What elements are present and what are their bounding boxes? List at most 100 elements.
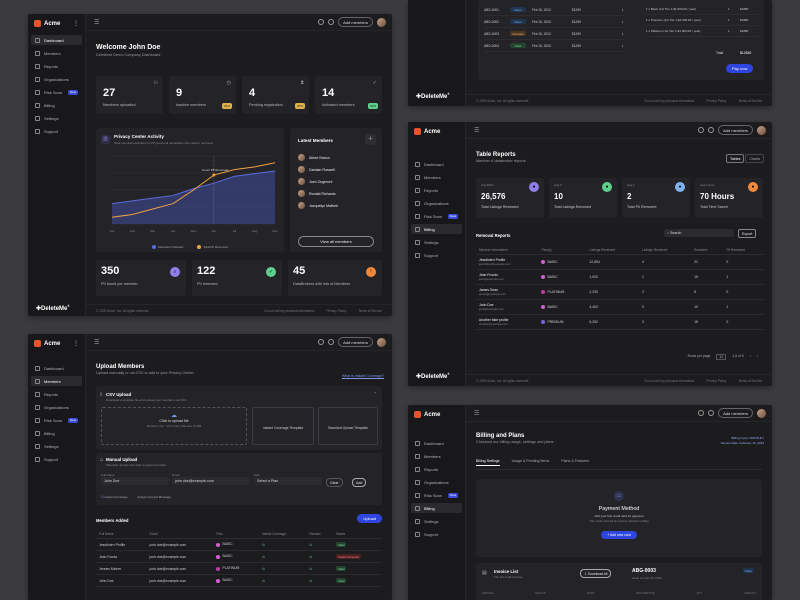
- menu-icon[interactable]: ☰: [474, 128, 480, 134]
- add-members-button[interactable]: Add members: [718, 125, 753, 135]
- plan-select[interactable]: Plan Select a Plan: [254, 473, 322, 485]
- avatar[interactable]: [377, 337, 386, 347]
- nav-dashboard[interactable]: Dashboard: [31, 35, 82, 45]
- instant-coverage-template[interactable]: Instant Coverage Template: [252, 407, 314, 445]
- more-icon[interactable]: ⋮: [73, 341, 79, 347]
- settings-icon[interactable]: [708, 127, 715, 133]
- nav-members[interactable]: Members: [31, 376, 82, 386]
- avatar[interactable]: [757, 408, 766, 418]
- table-row[interactable]: Jesuthden Profile jonh.doe@example.com BAS…: [96, 538, 382, 551]
- tab-usage[interactable]: Usage & Pending Items: [511, 459, 550, 463]
- tab-plans[interactable]: Plans & Features: [561, 459, 589, 463]
- more-icon[interactable]: ⋮: [73, 21, 79, 27]
- privacy-link[interactable]: Privacy Policy: [326, 308, 347, 313]
- tables-toggle[interactable]: Tables: [726, 154, 745, 163]
- nav-organizations[interactable]: Organizations: [411, 477, 462, 487]
- do-not-sell-link[interactable]: Do not sell my personal information: [644, 378, 695, 383]
- nav-billing[interactable]: Billing: [411, 503, 462, 513]
- table-row[interactable]: Another fake profile another@example.com P…: [476, 314, 764, 330]
- terms-link[interactable]: Terms of Service: [358, 308, 382, 313]
- latest-member-row[interactable]: Jacquelyn Mathek: [298, 202, 376, 209]
- settings-icon[interactable]: [328, 339, 335, 345]
- table-row[interactable]: James Dean james@example.com PLATINUM 2,230…: [476, 284, 764, 300]
- nav-support[interactable]: Support: [411, 529, 462, 539]
- nav-settings[interactable]: Settings: [31, 441, 82, 451]
- nav-reports[interactable]: Reports: [411, 185, 462, 195]
- email-input[interactable]: john.doe@example.com: [172, 477, 250, 485]
- full-name-input[interactable]: John Doe: [101, 477, 169, 485]
- table-row[interactable]: Jesuthden Profile jesuthden@example.com BA…: [476, 254, 764, 270]
- email-field[interactable]: Email john.doe@example.com: [172, 473, 250, 485]
- download-icon[interactable]: ⇩: [621, 19, 624, 24]
- nav-support[interactable]: Support: [411, 250, 462, 260]
- standard-upload-template[interactable]: Standard Upload Template: [318, 407, 378, 445]
- nav-members[interactable]: Members: [411, 172, 462, 182]
- table-row[interactable]: Jennes Minner jonh.doe@example.com PLATINU…: [96, 562, 382, 575]
- add-members-button[interactable]: Add members: [338, 17, 373, 27]
- settings-icon[interactable]: [328, 19, 335, 25]
- menu-icon[interactable]: ☰: [474, 411, 480, 417]
- nav-reports[interactable]: Reports: [31, 389, 82, 399]
- invoice-row[interactable]: ABG-0001 Open Feb 16, 2024 $1269 ⇩: [484, 4, 624, 16]
- invoice-row[interactable]: ABG-0002 Open Feb 16, 2024 $1269 ⇩: [484, 16, 624, 28]
- latest-member-row[interactable]: Damian Roswell: [298, 166, 376, 173]
- nav-billing[interactable]: Billing: [31, 100, 82, 110]
- nav-settings[interactable]: Settings: [31, 113, 82, 123]
- nav-organizations[interactable]: Organizations: [31, 402, 82, 412]
- file-dropzone[interactable]: ☁ Click to upload file Browse? .csv, *.x…: [101, 407, 247, 445]
- download-icon[interactable]: [318, 339, 325, 345]
- terms-link[interactable]: Terms of Service: [738, 378, 762, 383]
- tooltip-point[interactable]: [212, 173, 216, 177]
- gunned-message-checkbox[interactable]: Assign Gunned Message: [137, 495, 171, 499]
- nav-billing[interactable]: Billing: [411, 224, 462, 234]
- pay-now-button[interactable]: Pay now: [726, 64, 754, 73]
- brand[interactable]: Acme ⋮: [28, 14, 85, 33]
- nav-risk-scan[interactable]: Risk Scan New: [411, 490, 462, 500]
- rows-per-page-select[interactable]: 10: [716, 354, 727, 360]
- privacy-link[interactable]: Privacy Policy: [706, 98, 727, 103]
- nav-reports[interactable]: Reports: [411, 464, 462, 474]
- chevron-up-icon[interactable]: ⌃: [373, 391, 377, 396]
- privacy-link[interactable]: Privacy Policy: [706, 378, 727, 383]
- table-row[interactable]: Jonh Doe jonh@example.com BASIC 4,400 0 10 1: [476, 299, 764, 315]
- next-page-icon[interactable]: ›: [756, 354, 758, 358]
- nav-risk-scan[interactable]: Risk Scan New: [31, 415, 82, 425]
- nav-dashboard[interactable]: Dashboard: [31, 363, 82, 373]
- table-row[interactable]: Jean Fonda jonh.doe@example.com BASIC ⊙ ⊙ Inv…: [96, 550, 382, 563]
- nav-support[interactable]: Support: [31, 126, 82, 136]
- invoice-row[interactable]: ABG-0004 Paid Feb 16, 2024 $1269 ⇩: [484, 40, 624, 52]
- instant-coverage-checkbox[interactable]: ☑ Instant Coverage: [101, 495, 127, 499]
- do-not-sell-link[interactable]: Do not sell my personal information: [264, 308, 315, 313]
- nav-billing[interactable]: Billing: [31, 428, 82, 438]
- charts-toggle[interactable]: Charts: [745, 154, 764, 163]
- upload-button[interactable]: Upload: [357, 514, 382, 523]
- nav-organizations[interactable]: Organizations: [411, 198, 462, 208]
- nav-support[interactable]: Support: [31, 454, 82, 464]
- download-all-button[interactable]: ⇩ Download All: [580, 569, 612, 578]
- add-members-button[interactable]: Add members: [338, 337, 373, 347]
- settings-icon[interactable]: [708, 410, 715, 416]
- download-icon[interactable]: [698, 127, 705, 133]
- latest-member-row[interactable]: Albert Babon: [298, 154, 376, 161]
- do-not-sell-link[interactable]: Do not sell my personal information: [644, 98, 695, 103]
- nav-settings[interactable]: Settings: [411, 237, 462, 247]
- add-new-card-button[interactable]: + Add new card: [601, 531, 637, 539]
- clear-button[interactable]: Clear: [326, 478, 343, 487]
- avatar[interactable]: [377, 17, 386, 27]
- brand[interactable]: Acme ⋮: [28, 334, 85, 353]
- invoice-row[interactable]: ABG-0003 Overdue Feb 16, 2024 $1269 ⇩: [484, 28, 624, 40]
- export-button[interactable]: Export: [738, 229, 757, 238]
- plan-select-value[interactable]: Select a Plan: [254, 477, 322, 485]
- nav-reports[interactable]: Reports: [31, 61, 82, 71]
- search-input[interactable]: ⌕ Search: [664, 229, 734, 237]
- table-row[interactable]: John Doe jonh.doe@example.com BASIC ⊙ ⊙ Valid: [96, 574, 382, 587]
- brand[interactable]: Acme: [408, 405, 465, 424]
- download-icon[interactable]: ⇩: [621, 31, 624, 36]
- full-name-field[interactable]: Full Name John Doe: [101, 473, 169, 485]
- add-button[interactable]: Add: [352, 478, 367, 487]
- latest-member-row[interactable]: Ronald Richards: [298, 190, 376, 197]
- terms-link[interactable]: Terms of Service: [738, 98, 762, 103]
- nav-settings[interactable]: Settings: [411, 516, 462, 526]
- nav-risk-scan[interactable]: Risk Scan New: [31, 87, 82, 97]
- nav-organizations[interactable]: Organizations: [31, 74, 82, 84]
